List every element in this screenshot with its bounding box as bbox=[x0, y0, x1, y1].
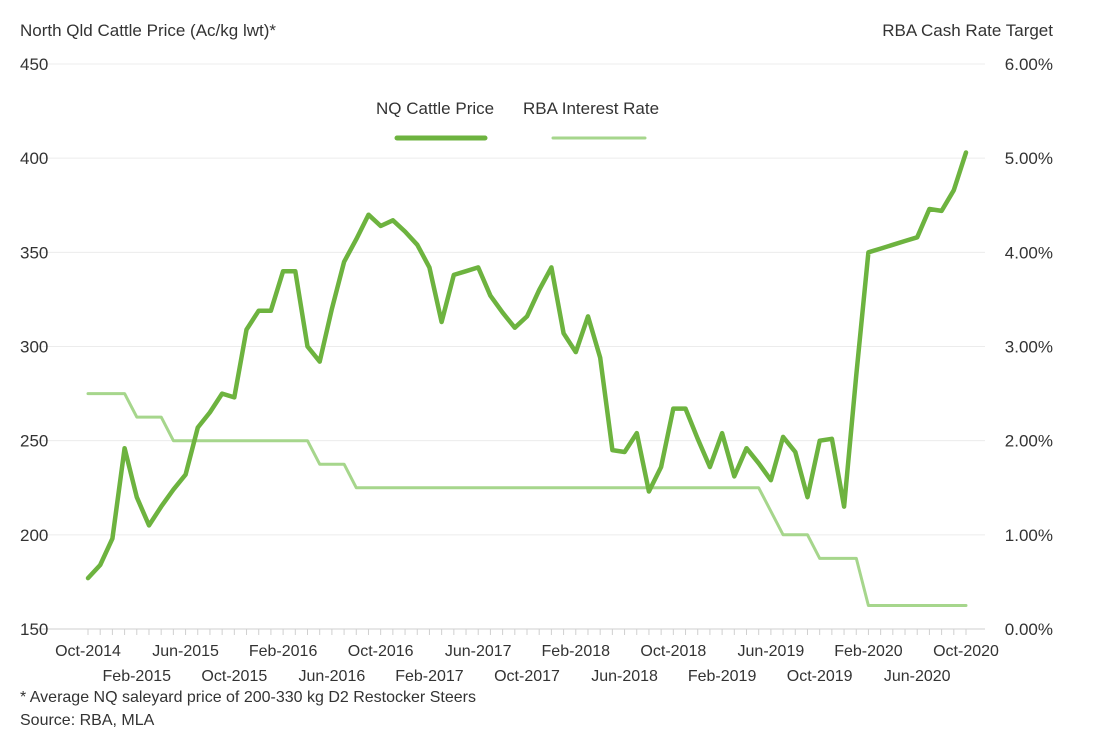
x-tick-label: Jun-2020 bbox=[884, 668, 951, 685]
x-tick-label: Oct-2016 bbox=[348, 643, 414, 660]
left-axis-title: North Qld Cattle Price (Ac/kg lwt)* bbox=[20, 21, 276, 40]
y-left-tick-label: 400 bbox=[20, 149, 48, 168]
source-note: Source: RBA, MLA bbox=[20, 712, 155, 729]
right-y-axis-labels: 0.00% 1.00% 2.00% 3.00% 4.00% 5.00% 6.00% bbox=[1005, 55, 1053, 639]
rba-rate-line bbox=[86, 392, 968, 607]
y-right-tick-label: 6.00% bbox=[1005, 55, 1053, 74]
x-tick-label: Feb-2015 bbox=[103, 668, 172, 685]
right-axis-title: RBA Cash Rate Target bbox=[882, 21, 1053, 40]
x-tick-label: Jun-2016 bbox=[299, 668, 366, 685]
x-tick-label: Feb-2019 bbox=[688, 668, 757, 685]
x-tick-label: Feb-2018 bbox=[542, 643, 611, 660]
x-tick-label: Feb-2020 bbox=[834, 643, 903, 660]
cattle-price-line bbox=[85, 150, 969, 581]
y-left-tick-label: 150 bbox=[20, 620, 48, 639]
y-right-tick-label: 5.00% bbox=[1005, 149, 1053, 168]
x-tick-label: Oct-2017 bbox=[494, 668, 560, 685]
x-axis-ticks bbox=[87, 629, 967, 635]
x-tick-label: Oct-2015 bbox=[201, 668, 267, 685]
legend-label: NQ Cattle Price bbox=[376, 99, 494, 118]
x-tick-label: Oct-2020 bbox=[933, 643, 999, 660]
y-left-tick-label: 450 bbox=[20, 55, 48, 74]
y-right-tick-label: 3.00% bbox=[1005, 338, 1053, 357]
legend-label: RBA Interest Rate bbox=[523, 99, 659, 118]
series-lines bbox=[85, 150, 969, 607]
x-tick-label: Oct-2018 bbox=[640, 643, 706, 660]
x-tick-label: Oct-2019 bbox=[787, 668, 853, 685]
left-y-axis-labels: 150 200 250 300 350 400 450 bbox=[20, 55, 48, 639]
y-right-tick-label: 2.00% bbox=[1005, 432, 1053, 451]
x-tick-label: Feb-2016 bbox=[249, 643, 318, 660]
legend: NQ Cattle Price RBA Interest Rate bbox=[376, 99, 659, 141]
x-tick-label: Feb-2017 bbox=[395, 668, 464, 685]
x-tick-label: Jun-2019 bbox=[738, 643, 805, 660]
x-tick-label: Jun-2018 bbox=[591, 668, 658, 685]
x-axis-labels: Oct-2014 Feb-2015 Jun-2015 Oct-2015 Feb-2016… bbox=[55, 643, 999, 685]
x-tick-label: Jun-2015 bbox=[152, 643, 219, 660]
y-left-tick-label: 200 bbox=[20, 526, 48, 545]
y-left-tick-label: 300 bbox=[20, 338, 48, 357]
x-tick-label: Oct-2014 bbox=[55, 643, 121, 660]
gridlines bbox=[38, 63, 985, 630]
y-right-tick-label: 0.00% bbox=[1005, 620, 1053, 639]
y-right-tick-label: 4.00% bbox=[1005, 243, 1053, 262]
y-left-tick-label: 250 bbox=[20, 432, 48, 451]
y-left-tick-label: 350 bbox=[20, 243, 48, 262]
footnote: * Average NQ saleyard price of 200-330 k… bbox=[20, 689, 476, 706]
y-right-tick-label: 1.00% bbox=[1005, 526, 1053, 545]
x-tick-label: Jun-2017 bbox=[445, 643, 512, 660]
